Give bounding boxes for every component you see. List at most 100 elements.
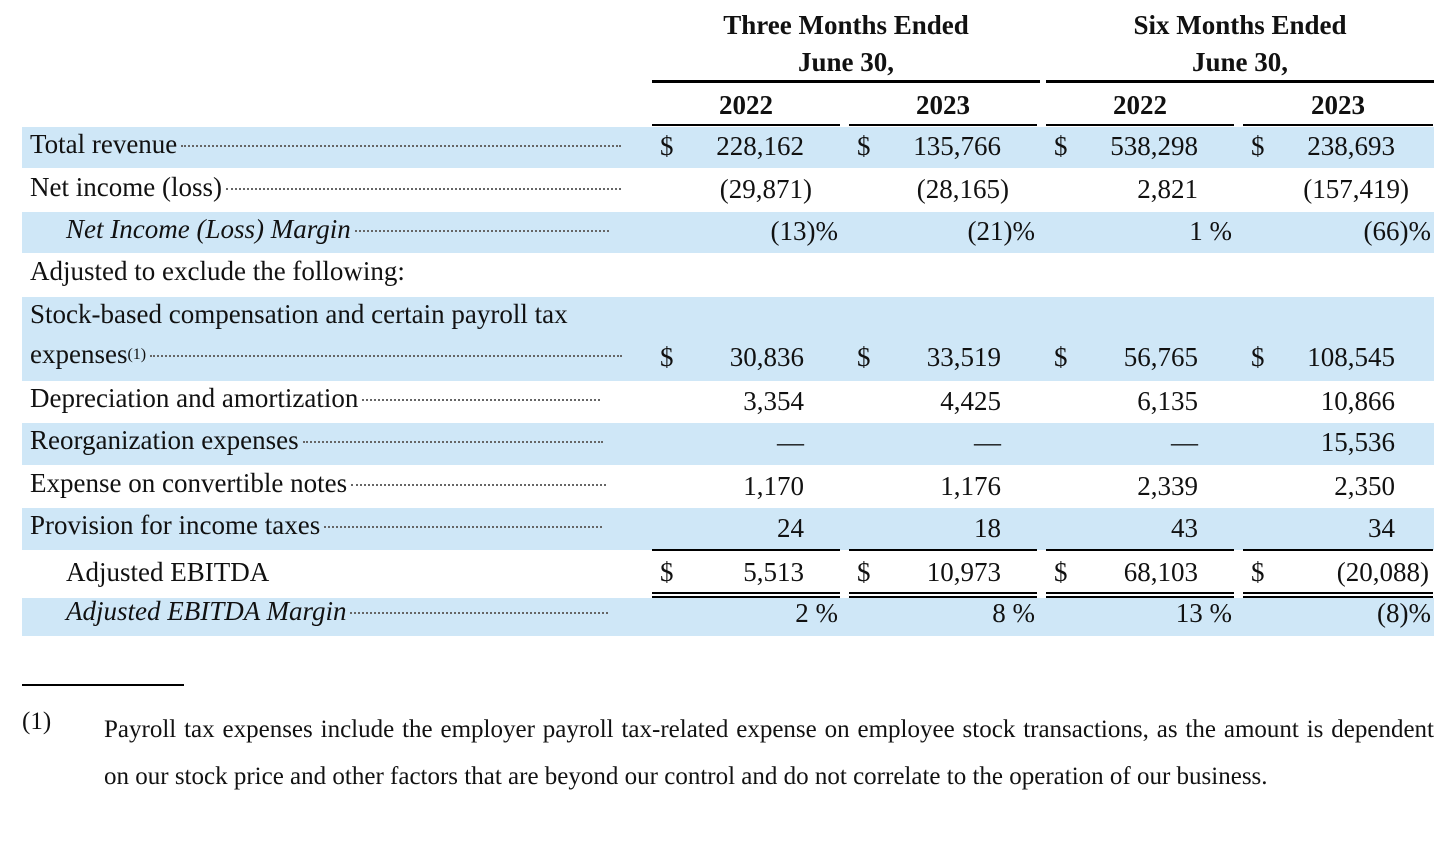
row-label: Expense on convertible notes: [30, 468, 607, 499]
year-header-2: 2023: [916, 90, 970, 120]
cell-value: 3,354: [743, 386, 804, 416]
cell-value: (13)%: [770, 216, 838, 246]
cell-value: (157,419): [1303, 174, 1409, 204]
row-label: Provision for income taxes: [30, 510, 603, 541]
cell-value: (66)%: [1363, 216, 1431, 246]
row-label-text: Depreciation and amortization: [30, 383, 359, 413]
currency-symbol: $: [1054, 557, 1068, 587]
row-label-text: Total revenue: [30, 129, 178, 159]
row-label: Total revenue: [30, 129, 622, 160]
currency-symbol: $: [1251, 557, 1265, 587]
table-row-net-income-margin: Net Income (Loss) Margin (13)% (21)% 1 %…: [22, 212, 1434, 253]
subtotal-rule-2: [849, 549, 1037, 551]
table-row-stock-based-compensation: Stock-based compensation and certain pay…: [22, 297, 1434, 381]
currency-symbol: $: [1251, 342, 1265, 372]
cell-value: 1 %: [1189, 216, 1232, 246]
cell-value: 538,298: [1110, 131, 1198, 161]
cell-value: 33,519: [926, 342, 1001, 372]
footnote-marker: (1): [22, 708, 52, 735]
currency-symbol: $: [1054, 131, 1068, 161]
cell-value: 228,162: [716, 131, 804, 161]
row-label-line2: expenses (1): [30, 339, 623, 370]
year-rule-1: [652, 124, 840, 126]
row-label-text: Expense on convertible notes: [30, 468, 348, 498]
year-rule-4: [1243, 124, 1433, 126]
header-three-months-line1: Three Months Ended: [723, 10, 969, 40]
dot-leader: [302, 441, 603, 443]
cell-value: 15,536: [1320, 427, 1395, 457]
cell-value: 2 %: [795, 598, 838, 628]
year-rule-3: [1046, 124, 1234, 126]
row-label: Net income (loss): [30, 172, 621, 203]
cell-value: 10,973: [926, 557, 1001, 587]
total-double-rule-3: [1046, 592, 1234, 598]
cell-value: (29,871): [719, 174, 812, 204]
cell-value: 1,170: [743, 471, 804, 501]
cell-value: 4,425: [940, 386, 1001, 416]
dot-leader: [225, 188, 621, 190]
cell-value: 2,821: [1137, 174, 1198, 204]
cell-value: (8)%: [1377, 598, 1431, 628]
row-label: Adjusted to exclude the following:: [30, 256, 405, 287]
table-row-convertible-notes: Expense on convertible notes 1,170 1,176…: [22, 466, 1434, 508]
currency-symbol: $: [660, 131, 674, 161]
row-label-text: Stock-based compensation and certain pay…: [30, 299, 568, 329]
row-label: Net Income (Loss) Margin: [66, 214, 609, 245]
year-rule-2: [849, 124, 1037, 126]
cell-value: 6,135: [1137, 386, 1198, 416]
row-label-text: expenses: [30, 339, 128, 369]
currency-symbol: $: [660, 557, 674, 587]
table-row-reorganization: Reorganization expenses — — — 15,536: [22, 423, 1434, 465]
table-row-adjusted-ebitda-margin: Adjusted EBITDA Margin 2 % 8 % 13 % (8)%: [22, 596, 1434, 636]
year-header-4: 2023: [1311, 90, 1365, 120]
dot-leader: [150, 355, 623, 357]
cell-value: 1,176: [940, 471, 1001, 501]
dot-leader: [181, 145, 622, 147]
total-double-rule-1: [652, 592, 840, 598]
header-six-months-line2: June 30,: [1191, 47, 1289, 77]
currency-symbol: $: [857, 131, 871, 161]
cell-value: (21)%: [967, 216, 1035, 246]
cell-value: 2,350: [1334, 471, 1395, 501]
row-label-text: Adjusted to exclude the following:: [30, 256, 405, 286]
cell-value: —: [777, 427, 804, 457]
header-three-months-line2: June 30,: [797, 47, 895, 77]
row-label-text: Reorganization expenses: [30, 425, 299, 455]
row-label: Adjusted EBITDA Margin: [66, 596, 609, 627]
currency-symbol: $: [1251, 131, 1265, 161]
cell-value: 13 %: [1175, 598, 1232, 628]
row-label-text: Provision for income taxes: [30, 510, 321, 540]
cell-value: 135,766: [913, 131, 1001, 161]
currency-symbol: $: [1054, 342, 1068, 372]
table-row-adjusted-ebitda: Adjusted EBITDA $ 5,513 $ 10,973 $ 68,10…: [22, 552, 1434, 592]
dot-leader: [351, 484, 607, 486]
currency-symbol: $: [660, 342, 674, 372]
cell-value: 68,103: [1123, 557, 1198, 587]
row-label: Adjusted EBITDA: [66, 557, 269, 588]
cell-value: 108,545: [1307, 342, 1395, 372]
cell-value: 2,339: [1137, 471, 1198, 501]
header-six-months-line1: Six Months Ended: [1133, 10, 1347, 40]
header-rule-three-months: [652, 80, 1040, 83]
table-row-net-income: Net income (loss) (29,871) (28,165) 2,82…: [22, 170, 1434, 212]
currency-symbol: $: [857, 557, 871, 587]
cell-value: 30,836: [729, 342, 804, 372]
header-rule-six-months: [1046, 80, 1434, 83]
table-row-total-revenue: Total revenue $ 228,162 $ 135,766 $ 538,…: [22, 127, 1434, 168]
header-three-months: Three Months Ended June 30,: [652, 7, 1040, 81]
currency-symbol: $: [857, 342, 871, 372]
cell-value: (28,165): [916, 174, 1009, 204]
cell-value: 34: [1368, 513, 1395, 543]
dot-leader: [324, 526, 603, 528]
cell-value: 5,513: [743, 557, 804, 587]
year-header-1: 2022: [719, 90, 773, 120]
row-label-text: Adjusted EBITDA: [66, 557, 270, 587]
row-label-line1: Stock-based compensation and certain pay…: [30, 299, 568, 330]
table-row-provision-income-taxes: Provision for income taxes 24 18 43 34: [22, 508, 1434, 550]
header-six-months: Six Months Ended June 30,: [1046, 7, 1434, 81]
subtotal-rule-1: [652, 549, 840, 551]
subtotal-rule-3: [1046, 549, 1234, 551]
row-label: Depreciation and amortization: [30, 383, 601, 414]
cell-value: 8 %: [992, 598, 1035, 628]
total-double-rule-2: [849, 592, 1037, 598]
